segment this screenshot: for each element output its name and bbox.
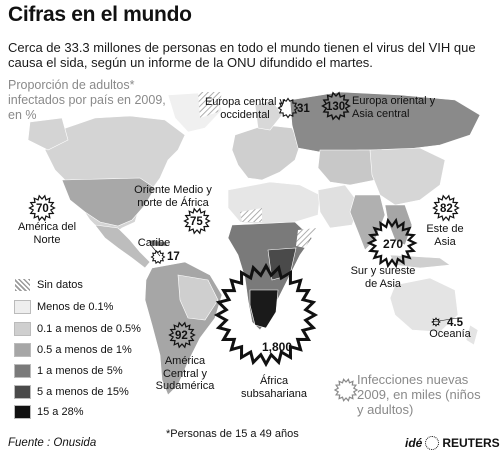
legend-item: 5 a menos de 15% bbox=[14, 385, 129, 399]
legend-label: 1 a menos de 5% bbox=[37, 365, 123, 377]
land-australia bbox=[389, 277, 459, 333]
reuters-dots-icon bbox=[425, 436, 440, 450]
nodata-greenland-edge bbox=[198, 92, 222, 118]
brand-logo: idé REUTERS bbox=[405, 436, 500, 450]
intro-text: Cerca de 33.3 millones de personas en to… bbox=[8, 40, 476, 70]
region-value-subsaharan-africa: 1,800 bbox=[262, 340, 293, 354]
legend-label: 0.1 a menos de 0.5% bbox=[37, 323, 141, 335]
western-europe-sun-marker bbox=[277, 97, 299, 119]
land-alaska bbox=[27, 117, 69, 151]
legend-item: Sin datos bbox=[14, 278, 83, 292]
region-value-latin-america: 92 bbox=[175, 330, 188, 342]
region-label-subsaharan-africa: África subsahariana bbox=[240, 375, 308, 400]
land-india bbox=[349, 194, 386, 251]
legend-item: Menos de 0.1% bbox=[14, 300, 113, 314]
infections-legend-sun-icon bbox=[333, 378, 359, 402]
infections-legend-label: Infecciones nuevas 2009, en miles (niños… bbox=[357, 372, 481, 417]
page-title: Cifras en el mundo bbox=[8, 3, 192, 26]
legend-item: 1 a menos de 5% bbox=[14, 364, 123, 378]
legend-swatch bbox=[14, 300, 31, 314]
africa-sun-marker bbox=[213, 262, 319, 368]
legend-swatch bbox=[14, 364, 31, 378]
legend-label: 15 a 28% bbox=[37, 406, 84, 418]
reuters-logo-text: REUTERS bbox=[442, 436, 500, 450]
nodata-russia-south bbox=[240, 208, 262, 222]
region-value-western-europe: 31 bbox=[297, 103, 310, 115]
legend-swatch bbox=[14, 322, 31, 336]
south-asia-sun-marker bbox=[366, 217, 418, 269]
land-new-zealand bbox=[465, 324, 479, 346]
legend-swatch bbox=[14, 385, 31, 399]
legend-item: 15 a 28% bbox=[14, 405, 83, 419]
region-value-eastern-europe: 130 bbox=[326, 101, 346, 113]
region-value-north-america: 70 bbox=[36, 203, 49, 215]
land-usa bbox=[61, 177, 156, 227]
land-south-america-east bbox=[177, 274, 219, 321]
map-subtitle: Proporción de adultos* infectados por pa… bbox=[8, 78, 166, 122]
pointer-caribbean bbox=[149, 243, 161, 257]
source-credit: Fuente : Onusida bbox=[8, 437, 97, 449]
region-label-east-asia: Este de Asia bbox=[426, 223, 464, 248]
region-label-latin-america: América Central y Sudamérica bbox=[155, 355, 215, 392]
land-russia bbox=[289, 91, 481, 153]
legend-swatch bbox=[14, 343, 31, 357]
legend-item: 0.5 a menos de 1% bbox=[14, 343, 132, 357]
region-label-south-asia: Sur y sureste de Asia bbox=[350, 265, 416, 290]
land-scandinavia bbox=[254, 99, 283, 131]
region-value-south-asia: 270 bbox=[383, 237, 404, 251]
land-arabia bbox=[317, 184, 361, 229]
legend-label: Sin datos bbox=[37, 279, 83, 291]
region-value-caribbean: 17 bbox=[167, 251, 180, 263]
region-label-eastern-europe: Europa oriental y Asia central bbox=[352, 95, 436, 120]
legend-label: 5 a menos de 15% bbox=[37, 386, 129, 398]
middle-east-sun-marker bbox=[183, 207, 211, 235]
land-central-america bbox=[94, 224, 151, 269]
legend-label: Menos de 0.1% bbox=[37, 301, 114, 313]
east-asia-sun-marker bbox=[432, 194, 460, 222]
region-label-western-europe: Europa central y occidental bbox=[204, 96, 286, 121]
legend-label: 0.5 a menos de 1% bbox=[37, 344, 132, 356]
footnote: *Personas de 15 a 49 años bbox=[166, 428, 299, 440]
legend-swatch bbox=[14, 405, 31, 419]
eastern-europe-sun-marker bbox=[321, 91, 351, 121]
land-southern-africa bbox=[249, 289, 279, 329]
land-east-asia bbox=[369, 147, 446, 206]
region-label-caribbean: Caribe bbox=[137, 237, 171, 249]
region-value-oceania: 4.5 bbox=[447, 317, 463, 329]
region-label-oceania: Oceanía bbox=[429, 328, 471, 340]
caribbean-sun-marker bbox=[150, 249, 166, 265]
land-europe bbox=[231, 124, 301, 181]
region-label-north-america: América del Norte bbox=[17, 221, 77, 246]
region-label-middle-east: Oriente Medio y norte de África bbox=[134, 184, 212, 209]
north-america-sun-marker bbox=[28, 194, 56, 222]
legend-swatch-no-data bbox=[14, 278, 31, 292]
south-america-sun-marker bbox=[168, 321, 196, 349]
legend-item: 0.1 a menos de 0.5% bbox=[14, 322, 141, 336]
land-caribbean bbox=[147, 239, 169, 247]
nodata-horn bbox=[296, 228, 316, 248]
pointer-oceania bbox=[431, 317, 459, 323]
ide-logo-text: idé bbox=[405, 436, 423, 450]
region-value-east-asia: 82 bbox=[440, 203, 453, 215]
region-value-middle-east: 75 bbox=[190, 216, 203, 228]
